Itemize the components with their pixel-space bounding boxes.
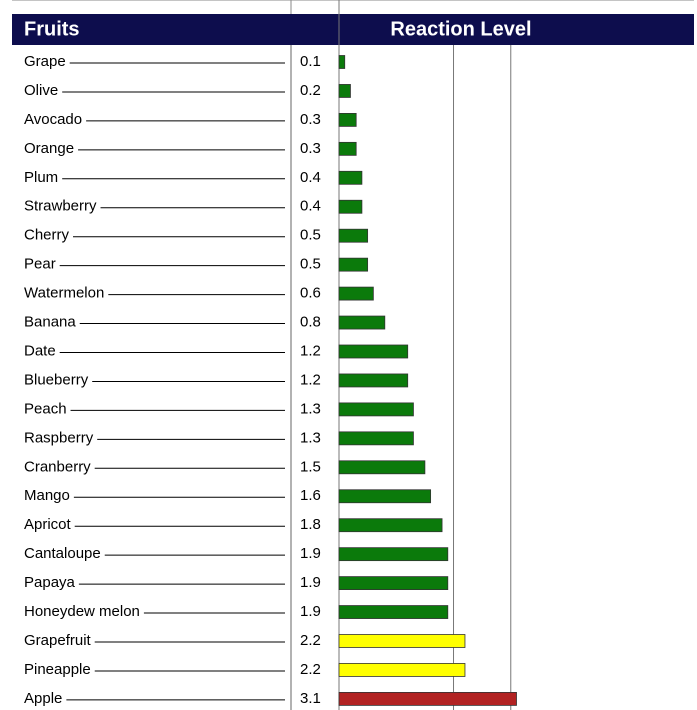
value-label: 1.2 [300, 342, 321, 359]
value-label: 0.3 [300, 140, 321, 157]
fruit-name: Papaya [24, 574, 76, 591]
bar [338, 634, 466, 648]
fruit-name: Cantaloupe [24, 545, 101, 562]
bar [338, 315, 386, 330]
fruit-name: Blueberry [24, 371, 89, 388]
value-label: 0.2 [300, 82, 321, 99]
column-header: Reaction Level [390, 18, 531, 40]
fruit-name: Apricot [24, 516, 72, 533]
value-label: 1.9 [300, 574, 321, 591]
fruit-name: Date [24, 342, 56, 359]
value-label: 0.8 [300, 314, 321, 331]
fruit-name: Mango [24, 487, 70, 504]
bar [338, 576, 449, 590]
value-label: 0.1 [300, 53, 321, 70]
value-label: 0.4 [300, 198, 321, 215]
header-bar [12, 14, 694, 45]
fruit-name: Honeydew melon [24, 603, 140, 620]
value-label: 1.3 [300, 400, 321, 417]
fruit-name: Cranberry [24, 458, 91, 475]
fruit-name: Cherry [24, 227, 70, 244]
bar [338, 55, 346, 69]
fruit-name: Olive [24, 82, 58, 99]
bar [338, 692, 517, 706]
fruit-name: Grapefruit [24, 632, 92, 649]
value-label: 0.4 [300, 169, 321, 186]
bar [338, 344, 409, 359]
value-label: 1.8 [300, 516, 321, 533]
bar [338, 199, 363, 214]
value-label: 1.9 [300, 545, 321, 562]
value-label: 2.2 [300, 632, 321, 649]
fruit-name: Apple [24, 690, 62, 707]
fruit-name: Pear [24, 256, 56, 273]
bar [338, 286, 374, 301]
fruit-name: Banana [24, 314, 76, 331]
fruit-name: Avocado [24, 111, 82, 128]
value-label: 3.1 [300, 690, 321, 707]
value-label: 0.5 [300, 256, 321, 273]
value-label: 0.3 [300, 111, 321, 128]
bar [338, 605, 449, 619]
value-label: 1.5 [300, 458, 321, 475]
fruit-name: Watermelon [24, 285, 104, 302]
bar [338, 489, 432, 504]
value-label: 0.5 [300, 227, 321, 244]
bar [338, 402, 414, 417]
bar [338, 228, 369, 243]
bar [338, 547, 449, 562]
bar [338, 84, 351, 98]
fruit-name: Plum [24, 169, 58, 186]
fruit-name: Pineapple [24, 661, 91, 678]
fruit-name: Peach [24, 400, 67, 417]
value-label: 1.6 [300, 487, 321, 504]
bar [338, 257, 369, 272]
bar [338, 460, 426, 475]
value-label: 1.2 [300, 371, 321, 388]
fruit-name: Strawberry [24, 198, 97, 215]
fruit-name: Raspberry [24, 429, 94, 446]
bar [338, 663, 466, 677]
column-header: Fruits [24, 18, 80, 40]
value-label: 2.2 [300, 661, 321, 678]
value-label: 0.6 [300, 285, 321, 302]
bar [338, 518, 443, 533]
bar [338, 113, 357, 127]
value-label: 1.3 [300, 429, 321, 446]
bar [338, 373, 409, 388]
bar [338, 431, 414, 446]
value-label: 1.9 [300, 603, 321, 620]
fruit-name: Orange [24, 140, 74, 157]
bar [338, 141, 357, 156]
fruit-name: Grape [24, 53, 66, 70]
bar [338, 170, 363, 185]
